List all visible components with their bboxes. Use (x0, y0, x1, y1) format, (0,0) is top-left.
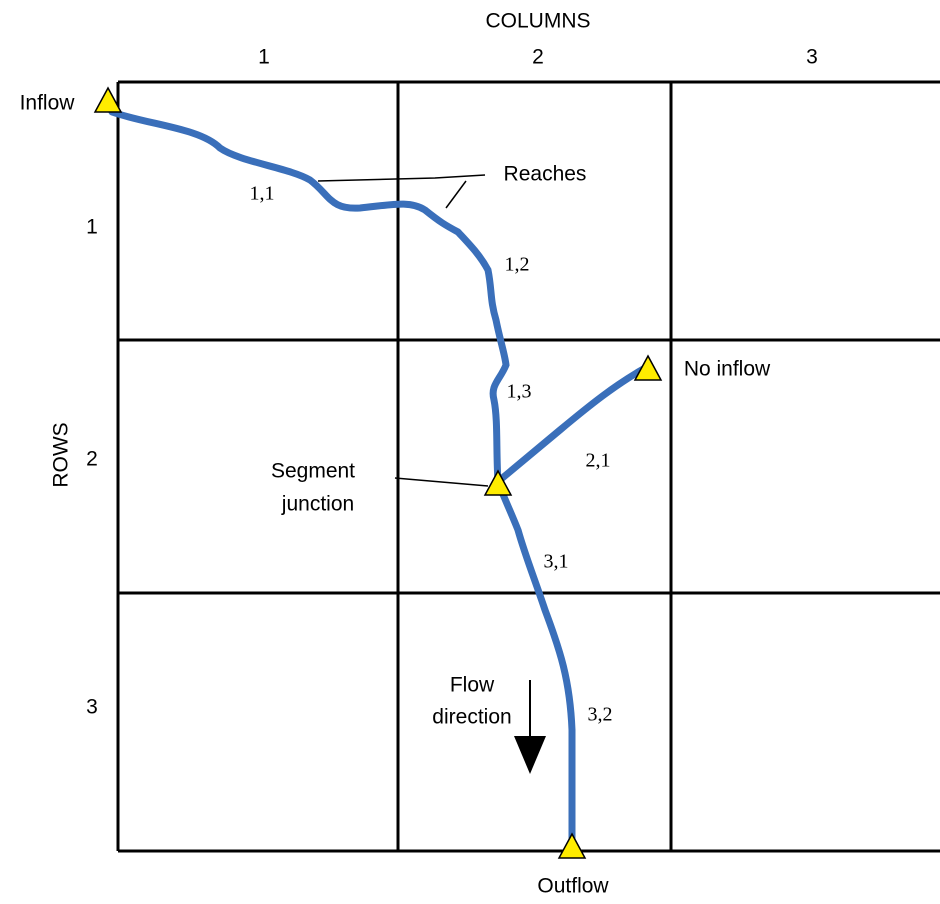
no-inflow-label: No inflow (684, 358, 771, 381)
column-label: 1 (258, 46, 270, 69)
columns-title: COLUMNS (485, 10, 590, 33)
column-label: 3 (806, 46, 818, 69)
reach-label: 3,2 (588, 704, 613, 726)
reach-label: 2,1 (586, 450, 611, 472)
flow-arrow (514, 680, 546, 774)
flow-label: direction (432, 706, 511, 729)
junction-label: Segment (271, 460, 355, 483)
reach-label: 1,2 (505, 254, 530, 276)
row-label: 3 (86, 696, 98, 719)
reach-label: 1,3 (507, 381, 532, 403)
stream (108, 108, 649, 849)
reaches-label: Reaches (504, 163, 587, 186)
column-label: 2 (532, 46, 544, 69)
junction-label: junction (281, 493, 354, 516)
row-label: 1 (86, 216, 98, 239)
nodes (93, 86, 663, 859)
leaders (317, 174, 489, 487)
inflow-label: Inflow (20, 92, 76, 115)
grid (116, 80, 940, 853)
reach-label: 1,1 (250, 183, 275, 205)
row-label: 2 (86, 448, 98, 471)
rows-title: ROWS (50, 422, 73, 487)
outflow-label: Outflow (537, 875, 609, 898)
flow-label: Flow (450, 674, 495, 697)
reach-label: 3,1 (544, 551, 569, 573)
